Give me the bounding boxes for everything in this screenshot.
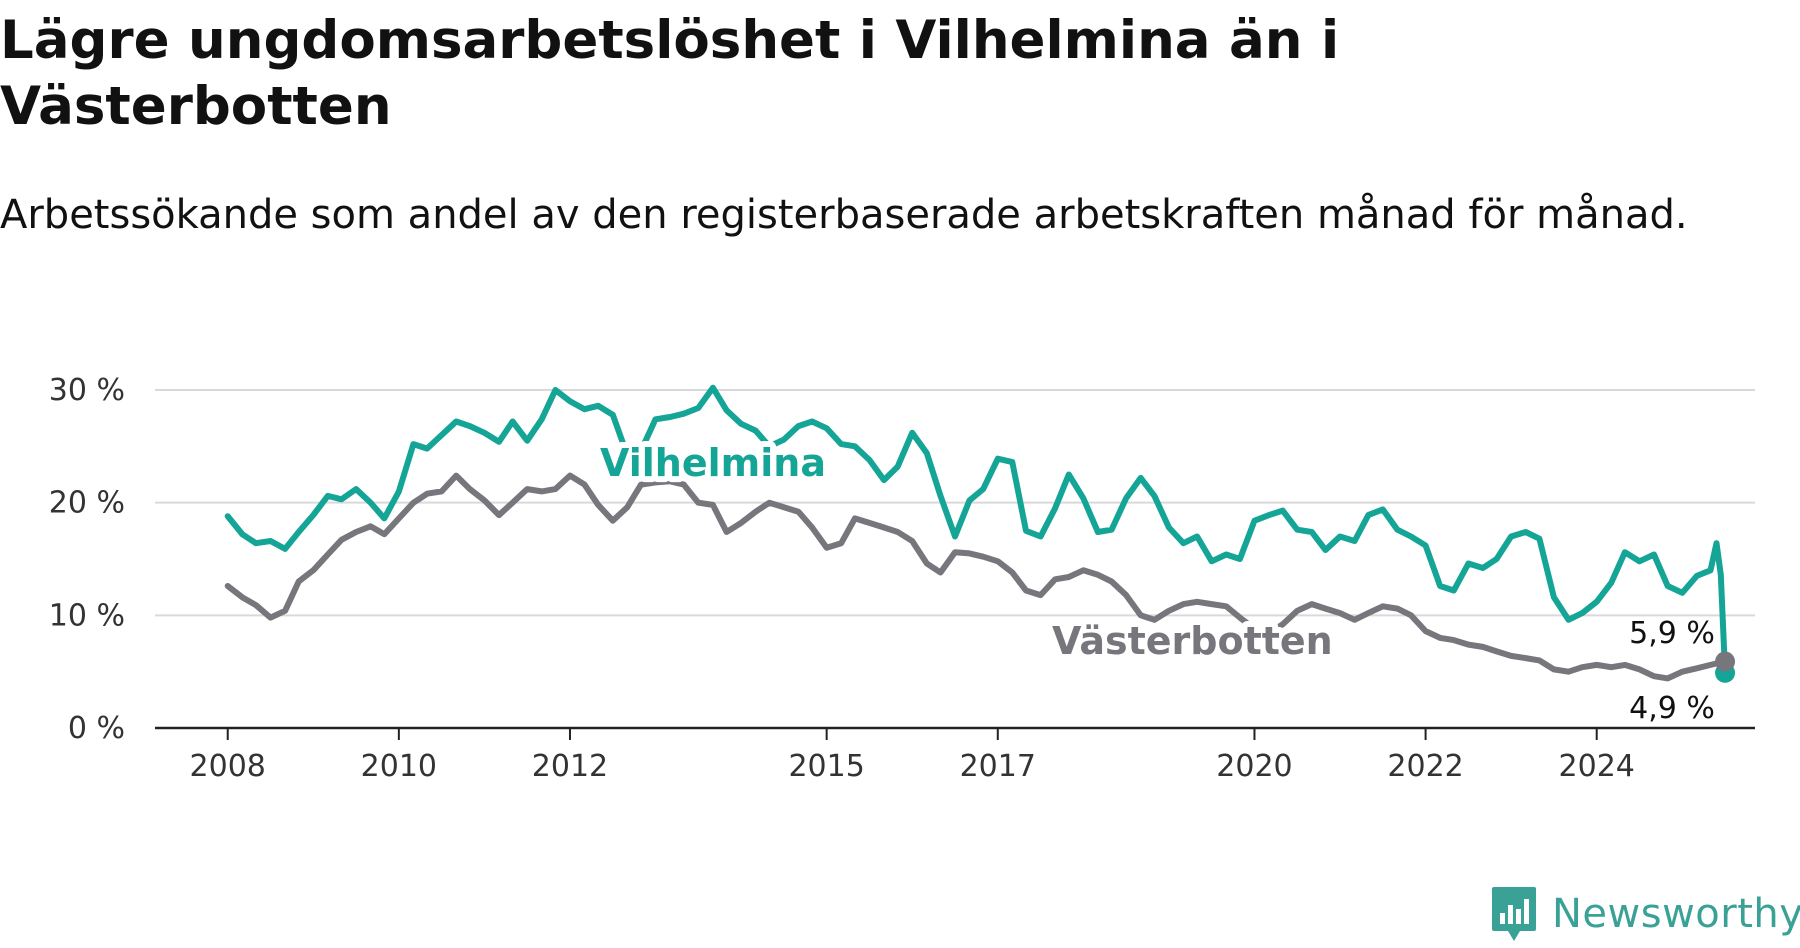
- chart-subtitle: Arbetssökande som andel av den registerb…: [0, 192, 1688, 238]
- newsworthy-logo: Newsworthy: [1490, 884, 1800, 944]
- y-tick-label: 20 %: [49, 486, 125, 521]
- brand-name: Newsworthy: [1552, 891, 1800, 937]
- x-tick-label: 2015: [788, 749, 864, 784]
- series-line-vilhelmina: [224, 384, 1729, 676]
- series-label-vilhelmina: Vilhelmina: [600, 441, 826, 485]
- x-tick-label: 2017: [960, 749, 1036, 784]
- gridlines: [155, 389, 1755, 617]
- series-lines: [224, 384, 1736, 683]
- y-tick-label: 0 %: [68, 711, 125, 746]
- newsworthy-logo-icon: [1492, 887, 1536, 941]
- x-axis: 2008 2010 2012 2015 2017 2020 2022 2024: [155, 726, 1755, 784]
- x-tick-label: 2024: [1559, 749, 1635, 784]
- series-labels: Vilhelmina Västerbotten 5,9 % 4,9 %: [594, 435, 1715, 726]
- series-line-vasterbotten: [224, 472, 1729, 682]
- x-tick-label: 2022: [1387, 749, 1463, 784]
- x-tick-label: 2010: [361, 749, 437, 784]
- y-tick-label: 10 %: [49, 598, 125, 633]
- end-label-vilhelmina: 4,9 %: [1629, 691, 1715, 726]
- chart-title: Lägre ungdomsarbetslöshet i Vilhelmina ä…: [0, 10, 1340, 137]
- x-tick-label: 2012: [532, 749, 608, 784]
- x-tick-label: 2008: [190, 749, 266, 784]
- end-point-vasterbotten: [1715, 651, 1736, 672]
- series-label-vasterbotten: Västerbotten: [1052, 619, 1333, 663]
- end-label-vasterbotten: 5,9 %: [1629, 616, 1715, 651]
- y-tick-label: 30 %: [49, 373, 125, 408]
- x-tick-label: 2020: [1216, 749, 1292, 784]
- y-axis: 0 % 10 % 20 % 30 %: [49, 373, 125, 746]
